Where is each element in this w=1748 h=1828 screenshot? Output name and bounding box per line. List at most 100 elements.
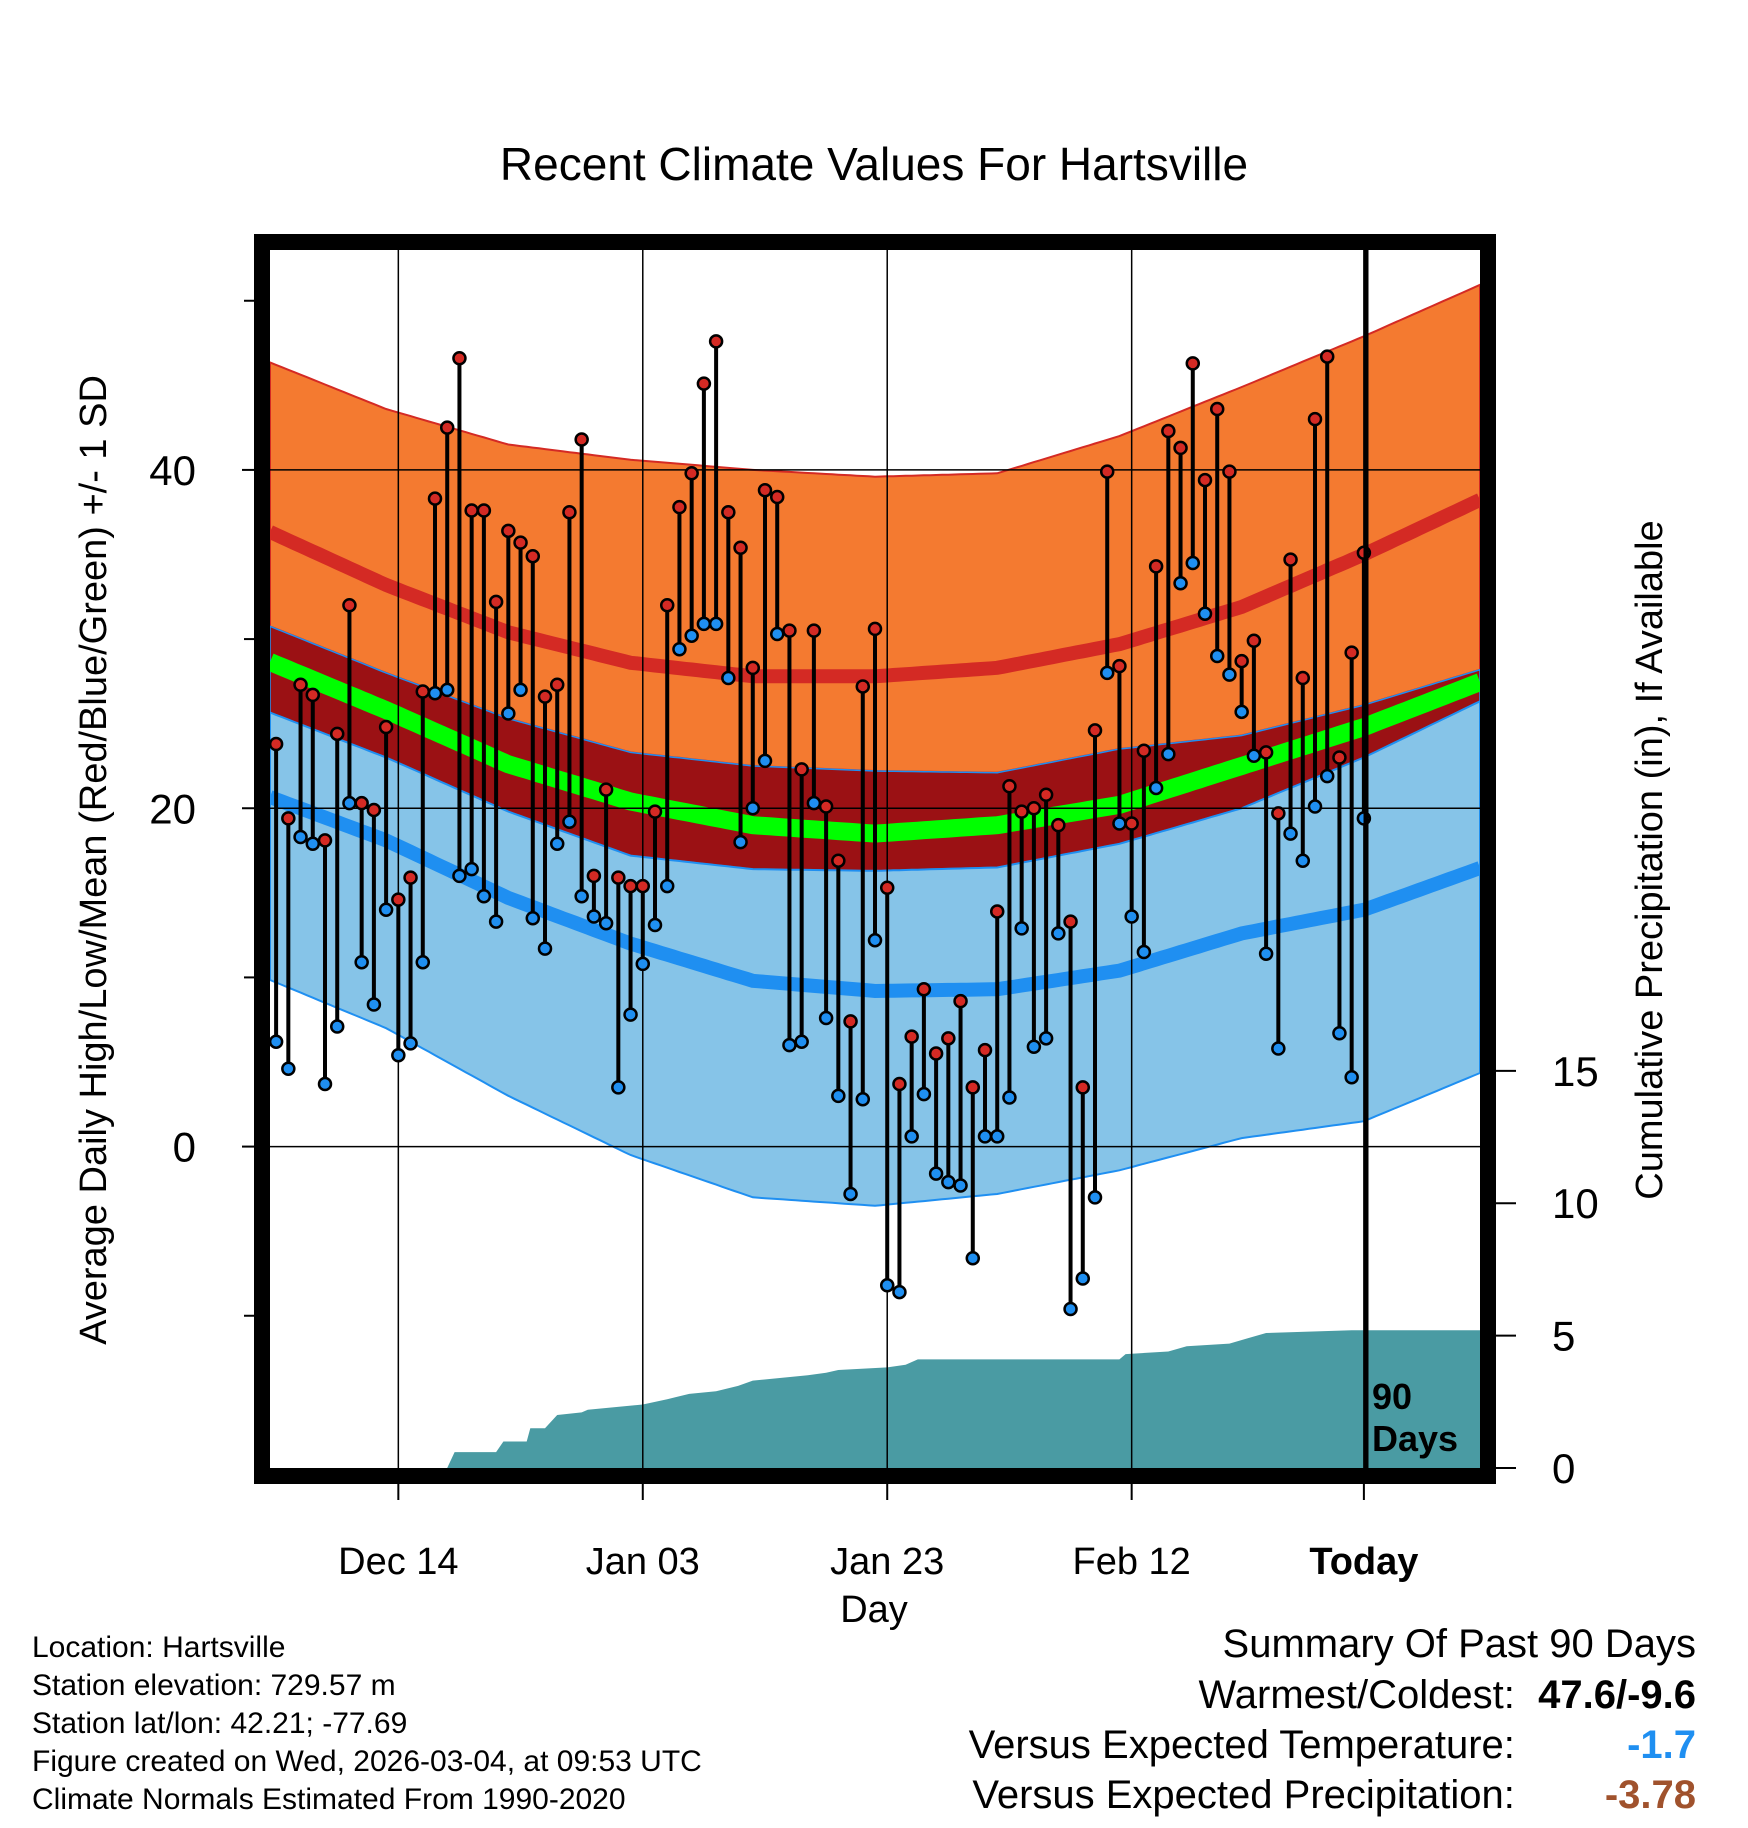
daily-low-point	[794, 1034, 809, 1049]
daily-high-point	[806, 623, 822, 638]
daily-low-point	[659, 878, 675, 894]
daily-low-point	[1148, 780, 1164, 796]
daily-high-point	[611, 870, 626, 885]
daily-high-point	[1173, 440, 1188, 456]
daily-low-point	[1209, 648, 1225, 664]
daily-high-point	[1112, 658, 1127, 674]
daily-high-point	[1344, 645, 1359, 660]
daily-low-point	[1271, 1041, 1286, 1056]
daily-low-point	[586, 909, 602, 924]
daily-high-point	[916, 982, 932, 997]
daily-low-point	[378, 902, 394, 917]
daily-high-point	[562, 504, 577, 520]
daily-low-point	[831, 1088, 846, 1104]
daily-high-point	[941, 1031, 956, 1046]
daily-high-point	[1075, 1080, 1091, 1095]
normals-text: Climate Normals Estimated From 1990-2020	[32, 1783, 626, 1816]
daily-low-point	[427, 685, 443, 701]
daily-low-point	[342, 795, 357, 811]
daily-high-point	[1099, 464, 1115, 479]
daily-low-point	[1087, 1190, 1103, 1205]
daily-high-point	[268, 736, 284, 752]
daily-low-point	[329, 1019, 345, 1034]
summary-title: Summary Of Past 90 Days	[1222, 1622, 1696, 1666]
daily-high-point	[501, 523, 516, 539]
daily-low-point	[1173, 576, 1188, 591]
daily-low-point	[525, 910, 541, 926]
daily-low-point	[574, 888, 589, 904]
daily-low-point	[1002, 1090, 1017, 1105]
elevation-text: Station elevation: 729.57 m	[32, 1669, 396, 1702]
daily-high-point	[476, 503, 492, 518]
x-tick-label: Today	[1309, 1541, 1418, 1583]
daily-high-point	[989, 904, 1005, 919]
daily-low-point	[1099, 665, 1115, 681]
daily-high-point	[415, 684, 431, 699]
daily-high-point	[953, 993, 968, 1009]
daily-low-point	[733, 834, 748, 850]
daily-low-point	[501, 706, 516, 721]
daily-high-point	[1051, 817, 1066, 833]
daily-low-point	[989, 1129, 1005, 1144]
daily-low-point	[562, 814, 577, 830]
daily-low-point	[745, 801, 761, 816]
daily-high-point	[965, 1080, 981, 1095]
daily-high-point	[1222, 464, 1237, 479]
daily-high-point	[1258, 745, 1274, 760]
daily-low-point	[977, 1129, 993, 1144]
daily-low-point	[354, 954, 369, 970]
daily-high-point	[1271, 806, 1286, 821]
daily-observations	[268, 334, 1372, 1317]
daily-high-point	[843, 1014, 858, 1029]
daily-high-point	[452, 351, 467, 366]
daily-low-point	[953, 1178, 968, 1193]
daily-low-point	[1234, 704, 1249, 720]
y-tick-label: 20	[149, 785, 196, 832]
daily-high-point	[391, 892, 406, 907]
daily-high-point	[672, 499, 687, 515]
daily-high-point	[317, 833, 333, 848]
daily-low-point	[403, 1036, 418, 1051]
daily-high-point	[525, 548, 541, 564]
daily-low-point	[1283, 826, 1298, 841]
daily-high-point	[1002, 779, 1017, 794]
daily-high-point	[281, 811, 296, 826]
daily-low-point	[317, 1076, 333, 1092]
daily-high-point	[1307, 411, 1323, 427]
daily-low-point	[1197, 606, 1213, 621]
daily-high-point	[1124, 816, 1139, 831]
axes: 0 20 40 0 5 10 15 Dec 14 Jan 03 Jan 23 Feb 12 Today	[149, 299, 1599, 1583]
today-days-line2: Days	[1372, 1418, 1458, 1459]
daily-low-point	[415, 954, 431, 970]
daily-low-point	[867, 932, 883, 948]
daily-high-point	[696, 376, 712, 391]
daily-high-point	[1332, 750, 1347, 765]
daily-low-point	[684, 628, 699, 643]
daily-high-point	[488, 594, 504, 610]
daily-low-point	[1344, 1069, 1359, 1085]
daily-low-point	[647, 917, 663, 933]
daily-high-point	[574, 432, 589, 447]
daily-high-point	[635, 878, 651, 894]
daily-high-point	[1014, 804, 1029, 819]
daily-high-point	[378, 719, 394, 735]
daily-high-point	[892, 1076, 907, 1092]
daily-low-point	[769, 626, 785, 642]
daily-low-point	[818, 1010, 834, 1026]
daily-low-point	[965, 1250, 981, 1266]
daily-high-point	[1197, 472, 1213, 488]
daily-low-point	[1014, 921, 1029, 936]
daily-high-point	[329, 726, 345, 742]
daily-low-point	[696, 616, 712, 632]
daily-low-point	[892, 1284, 907, 1300]
daily-high-point	[1283, 552, 1298, 567]
daily-low-point	[757, 753, 773, 769]
daily-low-point	[721, 670, 736, 686]
daily-high-point	[1161, 423, 1176, 439]
daily-low-point	[1051, 926, 1066, 941]
summary-temp-row: Versus Expected Temperature: -1.7	[969, 1723, 1696, 1768]
y2-tick-label: 10	[1552, 1180, 1599, 1227]
daily-high-point	[818, 799, 834, 814]
daily-high-point	[794, 762, 809, 777]
daily-low-point	[281, 1061, 296, 1077]
